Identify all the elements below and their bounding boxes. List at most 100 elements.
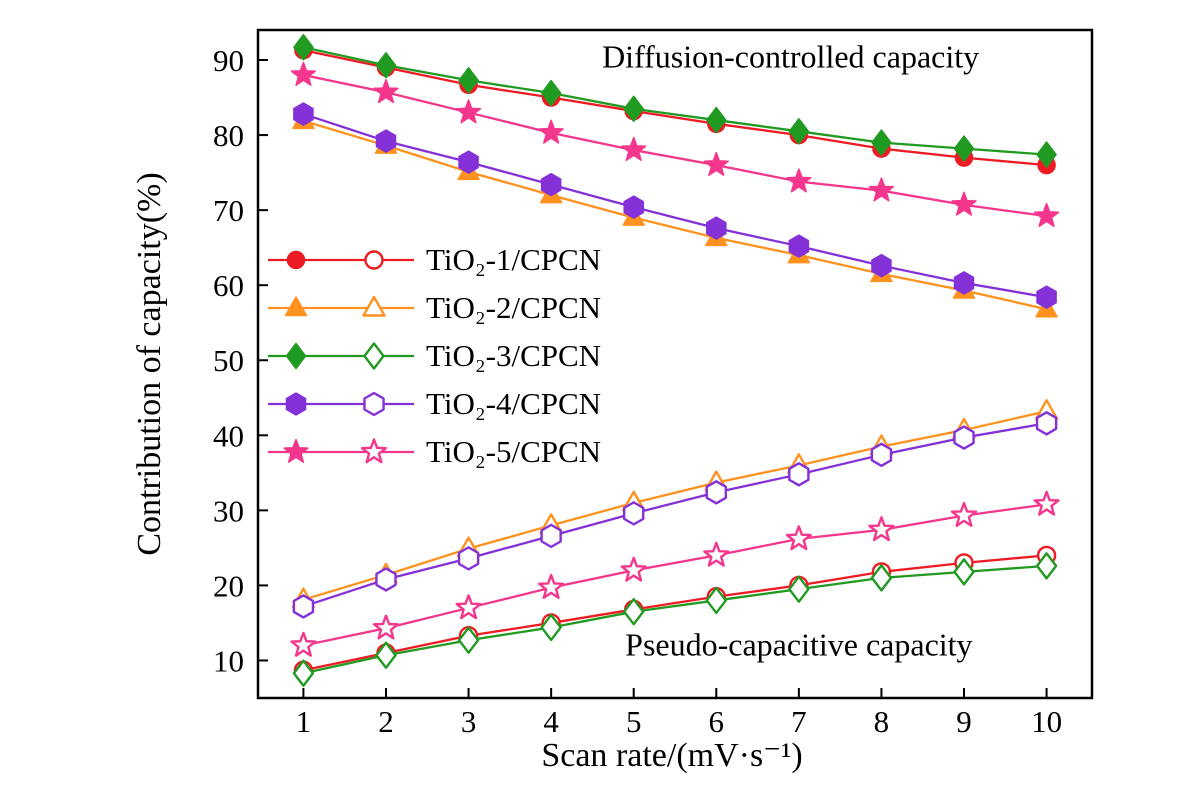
marker-diamond-diffusion (1036, 141, 1057, 168)
legend-marker-open (364, 250, 384, 270)
marker-star-pseudo (620, 556, 647, 582)
marker-hexagon-diffusion (706, 216, 727, 240)
legend-item-5: TiO₂-5/CPCN (266, 432, 601, 472)
y-tick-label: 50 (213, 343, 244, 378)
x-tick-label: 8 (874, 704, 890, 739)
marker-diamond-pseudo (623, 597, 645, 626)
legend-key-5 (268, 438, 414, 464)
marker-star-pseudo (785, 525, 812, 551)
marker-hexagon-diffusion (375, 129, 397, 153)
y-tick-label: 70 (213, 193, 244, 228)
marker-star-diffusion (455, 99, 482, 124)
marker-diamond-diffusion (375, 52, 397, 79)
marker-hexagon-diffusion (623, 195, 644, 219)
legend-label-1: TiO₂-1/CPCN (426, 242, 602, 277)
legend-item-2: TiO₂-2/CPCN (266, 288, 601, 328)
marker-diamond-pseudo (292, 659, 315, 687)
marker-hexagon-pseudo (1035, 411, 1058, 436)
marker-diamond-diffusion (540, 79, 562, 107)
series-line-diffusion-1 (303, 49, 1047, 167)
legend-marker-filled (284, 296, 308, 317)
marker-star-diffusion (373, 79, 399, 104)
marker-diamond-diffusion (623, 95, 644, 123)
marker-star-pseudo (455, 594, 482, 620)
marker-hexagon-diffusion (458, 150, 479, 174)
marker-diamond-pseudo (375, 641, 397, 669)
legend-marker-open (363, 342, 385, 370)
legend-item-3: TiO₂-3/CPCN (266, 336, 601, 376)
legend-key-4 (268, 391, 414, 417)
marker-star-diffusion (621, 136, 647, 161)
x-tick-label: 9 (956, 704, 972, 739)
annotation-pseudo-capacitive: Pseudo-capacitive capacity (625, 626, 973, 663)
annotation-diffusion-controlled: Diffusion-controlled capacity (602, 38, 980, 75)
marker-star-diffusion (290, 61, 317, 86)
marker-diamond-diffusion (458, 67, 479, 94)
marker-star-pseudo (950, 501, 978, 527)
marker-diamond-diffusion (871, 129, 892, 156)
marker-diamond-pseudo (788, 575, 810, 603)
legend-item-1: TiO₂-1/CPCN (266, 240, 601, 280)
marker-star-pseudo (703, 541, 730, 567)
legend-marker-open (360, 438, 388, 464)
marker-hexagon-pseudo (870, 442, 893, 468)
series-line-pseudo-3 (303, 564, 1047, 675)
x-tick-label: 1 (296, 704, 312, 739)
marker-diamond-diffusion (706, 106, 727, 134)
x-axis-title: Scan rate/(mV·s⁻¹) (541, 737, 803, 774)
marker-diamond-pseudo (540, 613, 562, 642)
marker-hexagon-diffusion (788, 234, 810, 258)
marker-diamond-pseudo (457, 626, 480, 654)
legend-marker-filled (283, 438, 309, 463)
marker-hexagon-pseudo (457, 546, 480, 571)
marker-star-diffusion (786, 168, 812, 193)
x-tick-label: 7 (791, 704, 807, 739)
marker-diamond-pseudo (870, 564, 893, 592)
legend-label-4: TiO₂-4/CPCN (426, 386, 602, 421)
legend-label-2: TiO₂-2/CPCN (426, 290, 602, 325)
plot-frame (256, 28, 1094, 700)
y-tick-label: 90 (213, 43, 244, 78)
y-tick-label: 60 (213, 268, 244, 303)
legend-item-4: TiO₂-4/CPCN (266, 384, 601, 424)
y-tick-label: 80 (213, 118, 244, 153)
marker-star-diffusion (868, 177, 895, 202)
legend-key-2 (268, 295, 414, 317)
marker-hexagon-pseudo (953, 425, 975, 450)
marker-hexagon-pseudo (705, 480, 728, 505)
x-tick-label: 4 (543, 704, 559, 739)
marker-star-diffusion (703, 151, 729, 176)
x-tick-label: 3 (461, 704, 477, 739)
series-line-pseudo-1 (303, 554, 1047, 672)
legend-marker-filled (286, 250, 306, 270)
series-line-pseudo-5 (303, 503, 1047, 647)
y-tick-label: 30 (213, 493, 244, 528)
marker-star-pseudo (290, 631, 317, 657)
series-line-pseudo-4 (303, 422, 1047, 608)
legend-label-3: TiO₂-3/CPCN (426, 338, 602, 373)
marker-star-diffusion (951, 191, 977, 216)
marker-diamond-pseudo (705, 586, 727, 615)
marker-hexagon-diffusion (871, 253, 892, 278)
marker-star-diffusion (538, 119, 564, 144)
marker-hexagon-diffusion (293, 102, 314, 126)
marker-hexagon-diffusion (540, 172, 562, 197)
marker-hexagon-pseudo (375, 567, 397, 592)
series-line-diffusion-2 (303, 119, 1047, 311)
legend-marker-open (362, 295, 386, 317)
marker-hexagon-diffusion (1036, 285, 1057, 309)
x-tick-label: 5 (626, 704, 642, 739)
series-line-pseudo-2 (303, 410, 1047, 601)
marker-hexagon-diffusion (953, 271, 975, 295)
marker-hexagon-pseudo (622, 501, 645, 526)
y-tick-label: 40 (213, 418, 244, 453)
marker-star-pseudo (868, 516, 895, 542)
legend-key-1 (268, 250, 414, 270)
legend-marker-filled (285, 342, 307, 370)
x-tick-label: 10 (1031, 704, 1062, 739)
marker-hexagon-pseudo (788, 462, 810, 487)
marker-diamond-pseudo (1035, 552, 1058, 580)
